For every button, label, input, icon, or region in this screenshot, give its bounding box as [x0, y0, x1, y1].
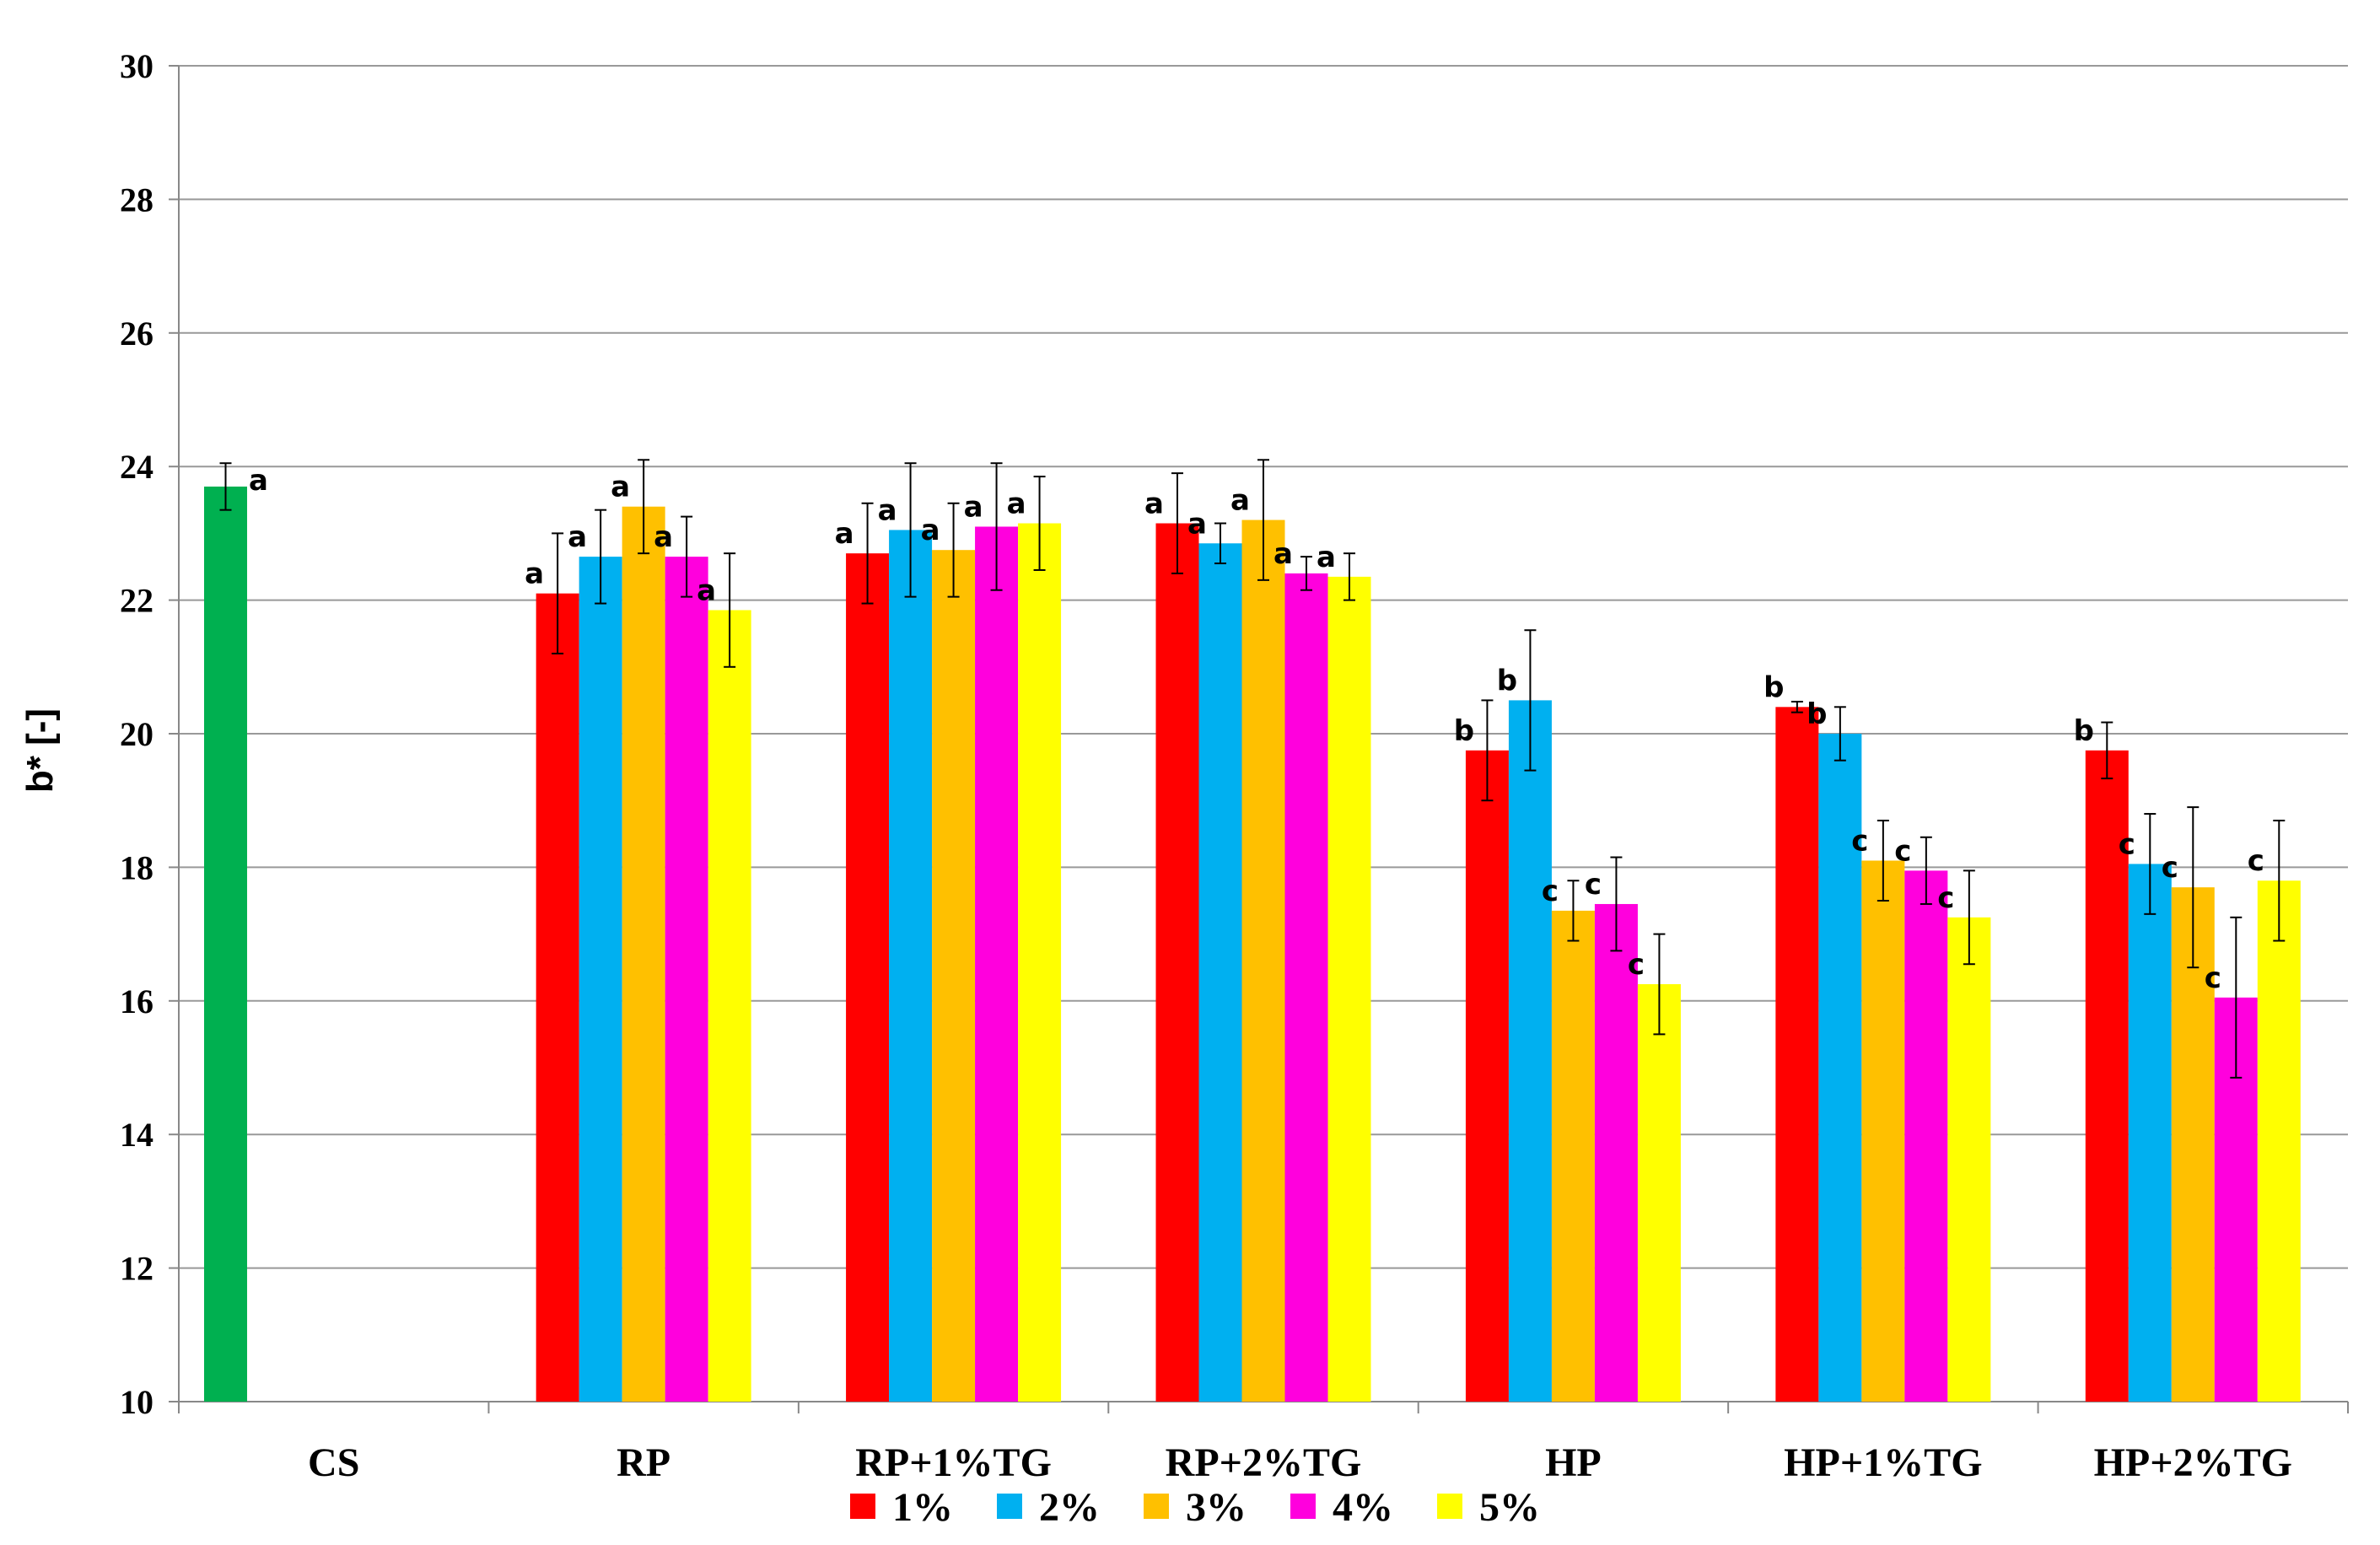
bar-5pct [1947, 917, 1991, 1402]
bar-2pct [1198, 543, 1242, 1402]
significance-label: a [249, 464, 268, 498]
significance-label: a [1273, 537, 1293, 571]
bar-2pct [1508, 700, 1552, 1402]
significance-label: a [1187, 507, 1207, 541]
significance-label: c [2205, 961, 2221, 995]
x-tick-label: RP+1%TG [855, 1440, 1052, 1485]
bar-1pct [2085, 750, 2129, 1402]
bar-1pct [1775, 707, 1819, 1402]
bar-3pct [1551, 910, 1595, 1402]
bar-3pct [622, 506, 665, 1402]
y-tick-label: 18 [120, 848, 153, 886]
significance-label: a [878, 493, 897, 527]
significance-label: c [1542, 875, 1559, 908]
bar-3pct [2171, 887, 2215, 1402]
bar-1pct [1155, 523, 1199, 1402]
significance-label: b [1454, 714, 1474, 748]
x-tick-label: HP+1%TG [1784, 1440, 1982, 1485]
significance-label: a [697, 573, 716, 607]
y-tick-label: 26 [120, 315, 153, 353]
significance-label: c [1851, 824, 1868, 858]
bar-5pct [1018, 523, 1062, 1402]
bar-2pct [579, 557, 622, 1402]
legend-label: 3% [1186, 1485, 1247, 1530]
legend-label: 1% [892, 1485, 953, 1530]
y-tick-label: 20 [120, 715, 153, 753]
significance-label: b [2074, 714, 2094, 748]
y-tick-label: 14 [120, 1116, 153, 1154]
bar-control [204, 486, 247, 1402]
bar-3pct [1861, 860, 1905, 1402]
bar-4pct [1284, 573, 1328, 1402]
legend-swatch [997, 1494, 1022, 1519]
significance-label: b [1763, 670, 1784, 704]
bar-4pct [1594, 903, 1638, 1402]
legend-swatch [1144, 1494, 1169, 1519]
y-tick-label: 28 [120, 180, 153, 218]
bar-5pct [2257, 880, 2301, 1402]
legend-label: 5% [1479, 1485, 1540, 1530]
bar-4pct [1904, 870, 1948, 1402]
legend-swatch [850, 1494, 875, 1519]
significance-label: c [2162, 851, 2178, 885]
x-tick-label: HP [1545, 1440, 1602, 1485]
bar-1pct [846, 553, 890, 1402]
x-tick-label: RP [617, 1440, 670, 1485]
bar-1pct [536, 593, 579, 1402]
significance-label: c [1894, 834, 1911, 868]
y-tick-label: 22 [120, 582, 153, 620]
significance-label: a [1317, 541, 1336, 574]
significance-label: c [2119, 827, 2135, 861]
bar-2pct [2128, 864, 2172, 1402]
x-tick-label: RP+2%TG [1166, 1440, 1362, 1485]
significance-label: a [835, 517, 854, 551]
legend-swatch [1290, 1494, 1316, 1519]
significance-label: a [1230, 484, 1250, 518]
significance-label: a [1007, 487, 1026, 521]
y-tick-label: 10 [120, 1383, 153, 1421]
bar-2pct [889, 530, 933, 1402]
significance-label: c [1937, 881, 1954, 915]
significance-label: c [1585, 868, 1602, 902]
significance-label: a [611, 471, 630, 504]
y-axis: 10 12 14 16 18 20 22 24 26 28 30 [120, 47, 180, 1421]
y-tick-label: 24 [120, 448, 153, 486]
significance-label: b [1497, 664, 1517, 697]
y-tick-label: 30 [120, 47, 153, 85]
bar-5pct [708, 610, 751, 1402]
bar-1pct [1465, 750, 1509, 1402]
significance-label: a [654, 520, 673, 554]
bar-3pct [1241, 519, 1285, 1402]
significance-label: a [921, 514, 940, 547]
significance-label: b [1807, 697, 1827, 731]
bar-5pct [1327, 576, 1371, 1402]
legend-label: 2% [1039, 1485, 1100, 1530]
bar-4pct [975, 526, 1019, 1402]
x-tick-label: HP+2%TG [2094, 1440, 2292, 1485]
significance-label: c [2248, 844, 2264, 878]
significance-label: a [964, 490, 983, 524]
y-tick-label: 16 [120, 982, 153, 1020]
bar-4pct [665, 557, 708, 1402]
y-tick-label: 12 [120, 1250, 153, 1288]
bar-3pct [932, 550, 976, 1402]
legend: 1% 2% 3% 4% 5% [850, 1485, 1540, 1530]
legend-swatch [1437, 1494, 1462, 1519]
significance-label: a [568, 520, 587, 554]
significance-label: a [525, 557, 544, 591]
significance-label: c [1628, 948, 1645, 982]
significance-label: a [1144, 487, 1164, 521]
x-axis: CS RP RP+1%TG RP+2%TG HP HP+1%TG HP+2%TG [178, 1401, 2349, 1485]
x-tick-label: CS [308, 1440, 359, 1485]
bar-5pct [1637, 984, 1681, 1402]
bar-2pct [1818, 734, 1862, 1402]
y-axis-label: b* [-] [19, 708, 61, 793]
legend-label: 4% [1333, 1485, 1393, 1530]
